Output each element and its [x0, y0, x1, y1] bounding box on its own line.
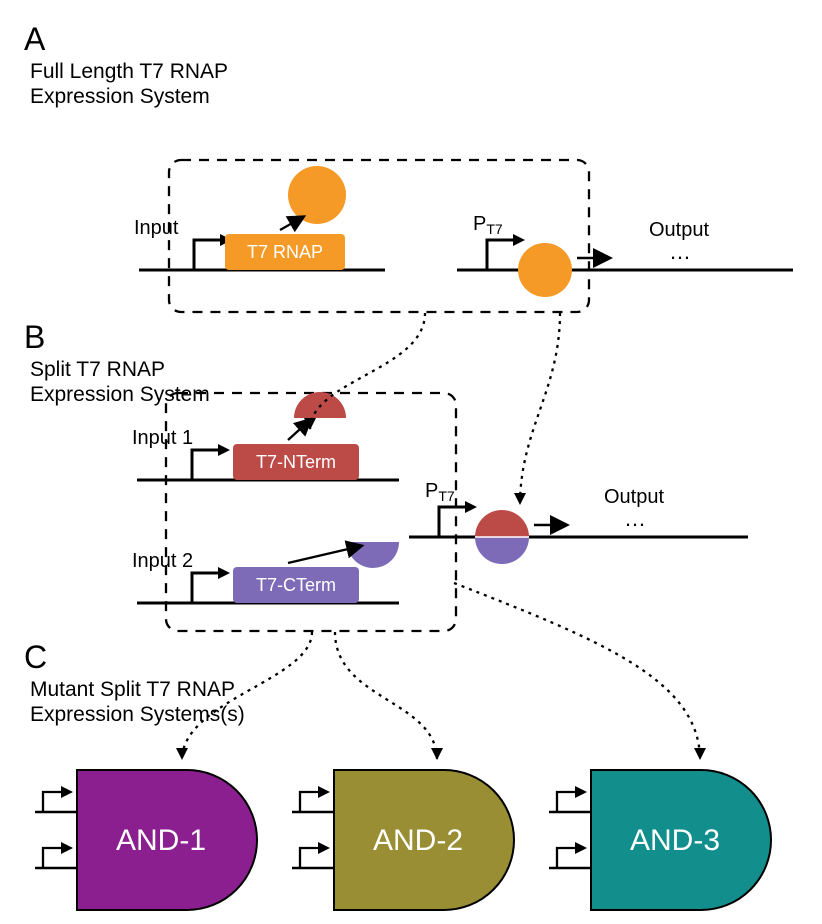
flow-b-to-c1-head	[176, 748, 188, 760]
flow-a-to-b-right-head	[514, 493, 526, 505]
panel-c-letter: C	[24, 639, 47, 675]
output-ellipsis-b: …	[624, 506, 646, 531]
flow-b-to-c2	[335, 632, 437, 760]
gene-t7-cterm-label: T7-CTerm	[256, 575, 336, 595]
assembled-bottom	[475, 537, 529, 564]
panel-b: B Split T7 RNAPExpression System Input 1 T7…	[24, 319, 748, 631]
output-ellipsis-a: …	[669, 239, 691, 264]
panel-c: C Mutant Split T7 RNAPExpression Systems(…	[24, 639, 771, 910]
panel-b-title1: Split T7 RNAP	[30, 358, 165, 381]
panel-a: A Full Length T7 RNAPExpression System Inp…	[24, 21, 793, 312]
panel-b-title2: Expression System	[30, 383, 210, 406]
input-label-a: Input	[134, 217, 179, 239]
flow-b-to-c3	[454, 583, 700, 760]
flow-a-to-b-right	[520, 313, 560, 505]
cterm-half	[347, 542, 399, 568]
rnap-protein	[288, 166, 346, 224]
assembled-top	[475, 510, 529, 537]
input2-label: Input 2	[132, 550, 193, 572]
panel-c-title1: Mutant Split T7 RNAP	[30, 678, 235, 701]
panel-a-letter: A	[24, 21, 46, 57]
rnap-bound	[518, 243, 572, 297]
panel-a-title1: Full Length T7 RNAP	[30, 60, 228, 83]
panel-c-title2: Expression Systems(s)	[30, 703, 245, 726]
and-gate-3-label: AND-3	[630, 824, 720, 857]
panel-a-title2: Expression System	[30, 85, 210, 108]
output-label-a: Output	[649, 219, 709, 241]
gene-t7rnap-label: T7 RNAP	[247, 242, 323, 262]
flow-b-to-c3-head	[694, 748, 706, 760]
output-label-b: Output	[604, 486, 664, 508]
gene-t7-nterm-label: T7-NTerm	[256, 452, 336, 472]
and-gate-2-label: AND-2	[373, 824, 463, 857]
input1-label: Input 1	[132, 427, 193, 449]
pt7-label: PT7	[473, 213, 503, 237]
and-gate-1-label: AND-1	[116, 824, 206, 857]
flow-b-to-c2-head	[431, 748, 443, 760]
panel-b-letter: B	[24, 319, 45, 355]
pt7-label: PT7	[425, 480, 455, 504]
